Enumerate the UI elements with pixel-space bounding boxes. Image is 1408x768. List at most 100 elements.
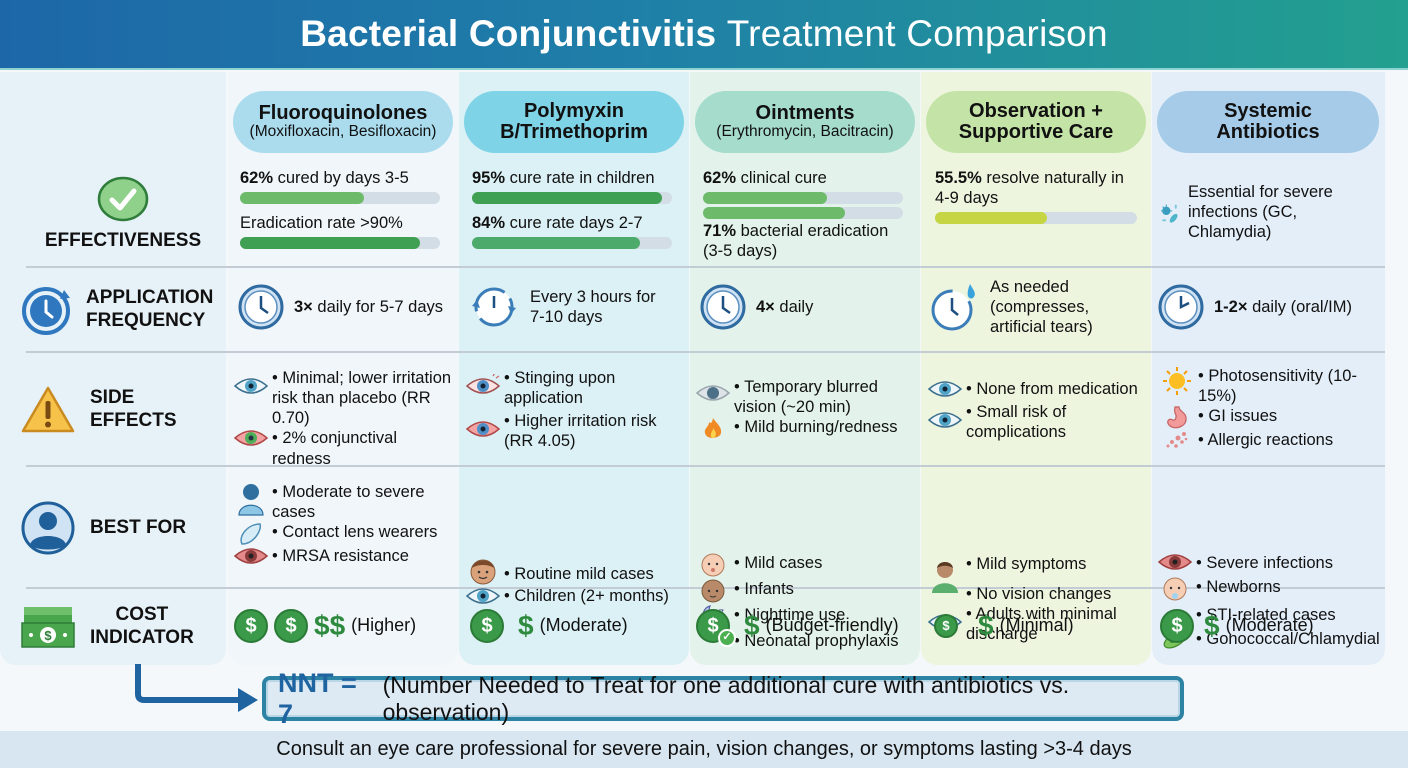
list-item: Higher irritation risk (RR 4.05) <box>466 411 684 451</box>
progress-bar <box>935 212 1137 225</box>
stat-text: clinical cure <box>736 169 827 187</box>
frequency-detail: daily for 5-7 days <box>312 297 444 316</box>
blurred-eye-icon <box>696 383 730 403</box>
eye-icon <box>928 410 962 430</box>
stat-text: resolve naturally in 4-9 days <box>935 169 1124 208</box>
stat-line: 95% cure rate in children <box>472 168 672 188</box>
cost-label: (Higher) <box>351 615 417 636</box>
pill-systemic: Systemic Antibiotics <box>1157 91 1379 153</box>
list-item-text: Allergic reactions <box>1198 430 1333 450</box>
pill-ointments: Ointments (Erythromycin, Bacitracin) <box>695 91 915 153</box>
side-effects-observation: None from medication Small risk of compl… <box>928 379 1148 442</box>
list-item-text: Stinging upon application <box>504 368 684 408</box>
stat-text: Eradication rate >90% <box>240 214 403 233</box>
frequency-text: 3× daily for 5-7 days <box>294 297 443 317</box>
frequency-text: 1-2× daily (oral/IM) <box>1214 297 1352 317</box>
stat-text: bacterial eradication (3-5 days) <box>703 222 889 261</box>
cost-symbol: $ <box>1204 610 1220 641</box>
progress-bar <box>240 192 440 205</box>
frequency-text: Every 3 hours for 7-10 days <box>530 287 656 326</box>
progress-fill <box>240 192 364 205</box>
list-item: Allergic reactions <box>1160 430 1380 450</box>
row-label-side-effects: SIDE EFFECTS <box>20 356 226 464</box>
frequency-value: 4× <box>756 297 775 316</box>
row-label-cost: $ COST INDICATOR <box>20 592 226 662</box>
list-item: Severe infections <box>1158 552 1384 576</box>
stat-value: 71% <box>703 222 737 241</box>
effectiveness-observation: 55.5% resolve naturally in 4-9 days <box>935 168 1137 233</box>
dollar-coin-check-icon: $ ✓ <box>696 609 736 648</box>
cost-observation: $ $ (Minimal) <box>934 609 1074 643</box>
row-label-line2: INDICATOR <box>90 627 194 648</box>
clock-icon <box>238 284 284 330</box>
fire-icon <box>696 417 730 441</box>
list-item-text: Mild burning/redness <box>734 417 897 437</box>
row-label-line1: COST <box>115 604 169 626</box>
red-eye-icon <box>1158 552 1192 572</box>
progress-bar <box>240 237 440 250</box>
frequency-systemic: 1-2× daily (oral/IM) <box>1158 284 1378 330</box>
column-name: Observation + Supportive Care <box>958 100 1114 143</box>
cost-symbol: $ <box>744 610 760 641</box>
cost-symbol: $ <box>518 610 534 641</box>
list-item-text: Nighttime use <box>734 604 845 628</box>
dollar-coin-icon: $ <box>1160 609 1194 644</box>
cost-label: (Minimal) <box>999 615 1074 636</box>
list-item: None from medication <box>928 379 1148 399</box>
stat-line: 55.5% resolve naturally in 4-9 days <box>935 168 1137 208</box>
cost-fluoroquinolones: $ $ $$ (Higher) <box>234 609 417 644</box>
baby-face-icon <box>696 552 730 578</box>
list-item: MRSA resistance <box>234 546 456 566</box>
row-label-text: EFFECTIVENESS <box>44 229 202 251</box>
frequency-value: 1-2× <box>1214 297 1248 316</box>
list-item-text: Minimal; lower irritation risk than plac… <box>272 368 456 428</box>
list-item: Photosensitivity (10-15%) <box>1160 366 1380 406</box>
progress-bar <box>472 237 672 250</box>
list-item-text: Routine mild cases <box>504 564 653 584</box>
effectiveness-fluoroquinolones: 62% cured by days 3-5 Eradication rate >… <box>240 168 440 258</box>
progress-bar <box>703 192 903 205</box>
column-name: Fluoroquinolones <box>258 102 428 125</box>
money-stack-icon: $ <box>21 607 75 648</box>
list-item-text: Children (2+ months) <box>504 586 669 606</box>
cost-label: (Moderate) <box>539 615 628 636</box>
user-icon <box>21 501 75 555</box>
list-item-text: Temporary blurred vision (~20 min) <box>734 377 916 417</box>
progress-fill <box>240 237 420 250</box>
cost-label: (Budget-friendly) <box>765 615 899 636</box>
row-divider <box>26 351 1385 353</box>
nnt-value: NNT = 7 <box>278 667 357 729</box>
row-label-column <box>0 72 226 665</box>
stat-value: 62% <box>703 169 737 187</box>
frequency-detail: daily <box>774 297 814 316</box>
title-bold: Bacterial Conjunctivitis <box>300 13 717 54</box>
stat-text: cured by days 3-5 <box>273 169 409 187</box>
list-item-text: Severe infections <box>1196 552 1333 576</box>
list-item: Moderate to severe cases <box>234 482 456 522</box>
column-name: Ointments <box>755 102 855 125</box>
cost-polymyxin: $ $ (Moderate) <box>470 609 628 644</box>
stat-value: 62% <box>240 169 274 187</box>
list-item: Children (2+ months) <box>466 586 684 606</box>
warning-triangle-icon <box>21 386 75 433</box>
list-item: Routine mild cases <box>466 559 684 586</box>
column-name: Polymyxin B/Trimethoprim <box>500 100 648 143</box>
list-item-text: Gonococcal/Chlamydial <box>1196 628 1379 652</box>
list-item-text: Photosensitivity (10-15%) <box>1198 366 1380 406</box>
person-icon <box>234 482 268 516</box>
svg-text:$: $ <box>44 628 52 643</box>
list-item-text: Small risk of complications <box>966 402 1148 442</box>
frequency-fluoroquinolones: 3× daily for 5-7 days <box>238 284 453 330</box>
list-item: Mild cases <box>696 552 918 578</box>
dollar-coin-icon: $ <box>274 609 308 644</box>
red-eye-icon <box>234 428 268 448</box>
pill-polymyxin: Polymyxin B/Trimethoprim <box>464 91 684 153</box>
row-label-line1: APPLICATION <box>86 287 214 309</box>
frequency-ointments: 4× daily <box>700 284 910 330</box>
effectiveness-polymyxin: 95% cure rate in children 84% cure rate … <box>472 168 672 258</box>
progress-bar <box>472 192 672 205</box>
list-item-text: MRSA resistance <box>272 546 409 566</box>
newborn-face-icon <box>1158 576 1192 604</box>
cost-symbol: $ <box>978 610 994 641</box>
row-label-best-for: BEST FOR <box>20 470 226 586</box>
